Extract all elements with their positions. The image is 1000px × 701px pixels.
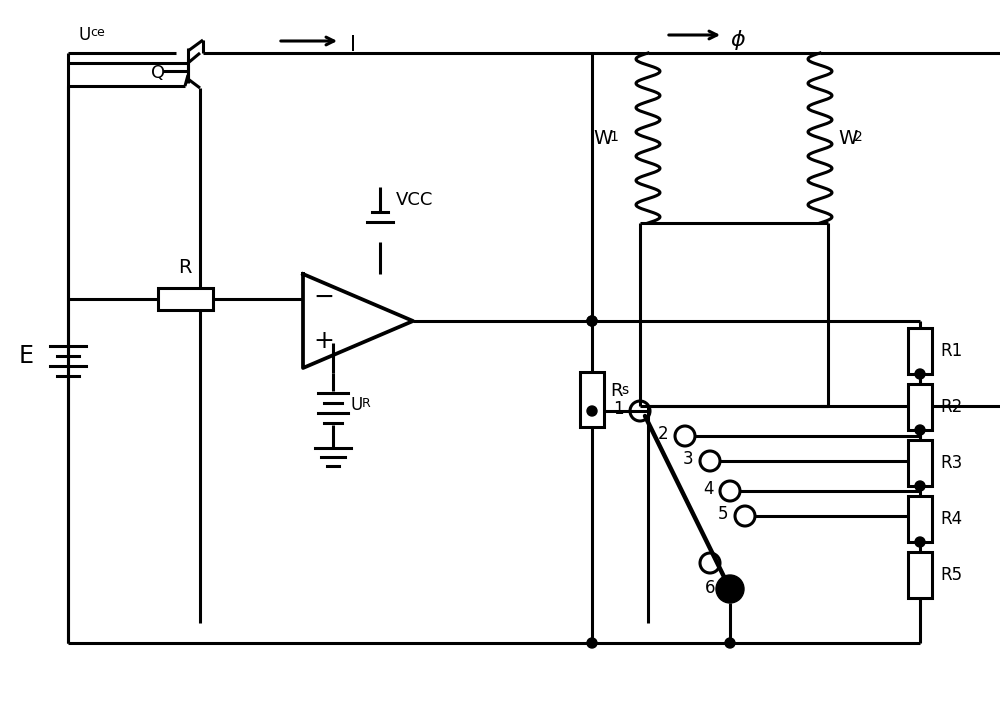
Bar — [908, 552, 932, 598]
Circle shape — [915, 369, 925, 379]
Bar — [908, 440, 932, 486]
Text: 2: 2 — [854, 130, 863, 144]
Text: W: W — [593, 128, 612, 147]
Text: R5: R5 — [940, 566, 962, 584]
Circle shape — [587, 638, 597, 648]
Circle shape — [915, 481, 925, 491]
Text: ce: ce — [90, 26, 105, 39]
Text: +: + — [313, 329, 334, 353]
Text: Q: Q — [151, 64, 165, 82]
Circle shape — [915, 425, 925, 435]
Text: s: s — [621, 383, 628, 397]
Bar — [908, 496, 932, 542]
Text: $\phi$: $\phi$ — [730, 28, 746, 52]
Text: 4: 4 — [703, 480, 713, 498]
Text: R4: R4 — [940, 510, 962, 528]
Text: R: R — [362, 397, 371, 410]
Circle shape — [716, 575, 744, 603]
Text: 3: 3 — [683, 450, 693, 468]
Text: W: W — [838, 128, 857, 147]
Text: I: I — [350, 35, 356, 55]
Circle shape — [587, 316, 597, 326]
Text: R: R — [610, 382, 622, 400]
Circle shape — [587, 316, 597, 326]
Text: 6: 6 — [705, 579, 715, 597]
Bar — [908, 384, 932, 430]
Text: VCC: VCC — [396, 191, 433, 209]
Circle shape — [587, 406, 597, 416]
Bar — [158, 288, 212, 310]
Text: R1: R1 — [940, 342, 962, 360]
Bar — [908, 328, 932, 374]
Text: R: R — [178, 258, 192, 277]
Text: 2: 2 — [658, 425, 668, 443]
Text: R3: R3 — [940, 454, 962, 472]
Text: 1: 1 — [613, 400, 623, 418]
Text: 1: 1 — [609, 130, 618, 144]
Text: 5: 5 — [718, 505, 728, 523]
Bar — [580, 372, 604, 426]
Text: R2: R2 — [940, 398, 962, 416]
Text: E: E — [18, 344, 34, 368]
Text: −: − — [313, 285, 334, 309]
Text: U: U — [78, 26, 90, 44]
Circle shape — [915, 537, 925, 547]
Circle shape — [725, 638, 735, 648]
Text: U: U — [351, 396, 363, 414]
